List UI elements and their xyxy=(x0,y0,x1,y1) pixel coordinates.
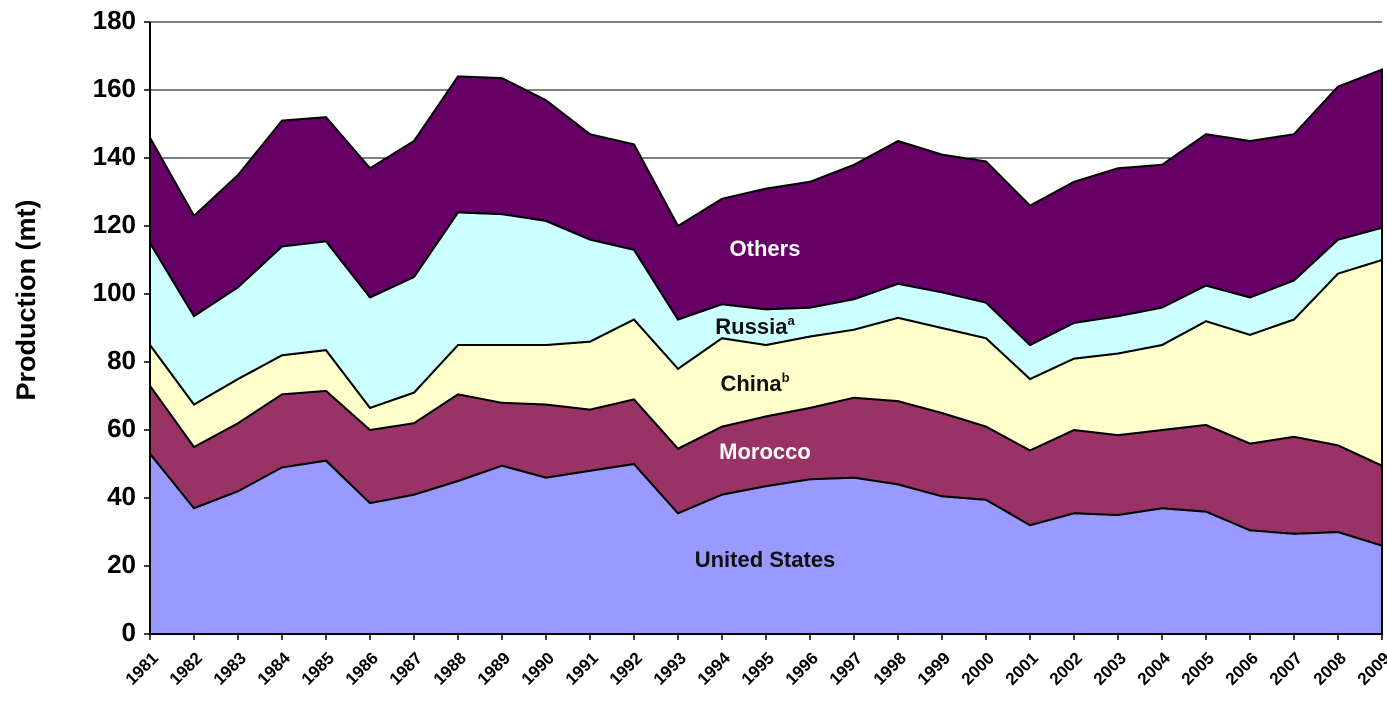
y-tick-label: 0 xyxy=(122,617,136,647)
series-label: Chinab xyxy=(720,370,789,395)
y-tick-label: 160 xyxy=(93,73,136,103)
x-tick-label: 1999 xyxy=(914,649,954,689)
x-tick-label: 1987 xyxy=(386,649,426,689)
y-tick-label: 80 xyxy=(107,345,136,375)
x-tick-label: 2006 xyxy=(1222,649,1262,689)
x-tick-label: 1983 xyxy=(210,649,250,689)
x-tick-label: 2007 xyxy=(1266,649,1306,689)
series-label: Morocco xyxy=(719,439,811,464)
series-label: Russiaa xyxy=(715,313,795,338)
series-label: United States xyxy=(695,547,836,572)
x-tick-label: 1998 xyxy=(870,649,910,689)
x-tick-label: 2005 xyxy=(1178,649,1218,689)
series-superscript: a xyxy=(787,313,795,328)
series-superscript: b xyxy=(782,370,790,385)
series-name: China xyxy=(720,371,782,396)
x-tick-label: 1986 xyxy=(342,649,382,689)
y-tick-label: 140 xyxy=(93,141,136,171)
series-name: Others xyxy=(730,236,801,261)
x-tick-label: 1991 xyxy=(562,649,602,689)
series-name: Russia xyxy=(715,314,788,339)
y-tick-label: 100 xyxy=(93,277,136,307)
x-tick-label: 2004 xyxy=(1134,648,1175,689)
x-tick-label: 1989 xyxy=(474,649,514,689)
x-tick-label: 1981 xyxy=(122,649,162,689)
y-tick-label: 120 xyxy=(93,209,136,239)
series-name: Morocco xyxy=(719,439,811,464)
x-tick-label: 1992 xyxy=(606,649,646,689)
x-tick-label: 1997 xyxy=(826,649,866,689)
y-tick-label: 60 xyxy=(107,413,136,443)
x-tick-label: 1994 xyxy=(694,648,735,689)
series-name: United States xyxy=(695,547,836,572)
y-axis-label: Production (mt) xyxy=(11,200,41,401)
x-tick-label: 1993 xyxy=(650,649,690,689)
y-tick-label: 40 xyxy=(107,481,136,511)
x-tick-label: 1984 xyxy=(254,648,295,689)
x-tick-label: 2000 xyxy=(958,649,998,689)
x-tick-label: 1990 xyxy=(518,649,558,689)
x-tick-label: 2009 xyxy=(1354,649,1387,689)
area xyxy=(149,68,1383,347)
x-tick-label: 1982 xyxy=(166,649,206,689)
x-tick-label: 1988 xyxy=(430,649,470,689)
x-tick-label: 2008 xyxy=(1310,649,1350,689)
x-tick-label: 2003 xyxy=(1090,649,1130,689)
y-tick-label: 180 xyxy=(93,5,136,35)
x-tick-label: 2002 xyxy=(1046,649,1086,689)
x-tick-label: 2001 xyxy=(1002,649,1042,689)
x-tick-label: 1996 xyxy=(782,649,822,689)
y-tick-label: 20 xyxy=(107,549,136,579)
x-tick-label: 1995 xyxy=(738,649,778,689)
x-tick-label: 1985 xyxy=(298,649,338,689)
series-label: Others xyxy=(730,236,801,261)
